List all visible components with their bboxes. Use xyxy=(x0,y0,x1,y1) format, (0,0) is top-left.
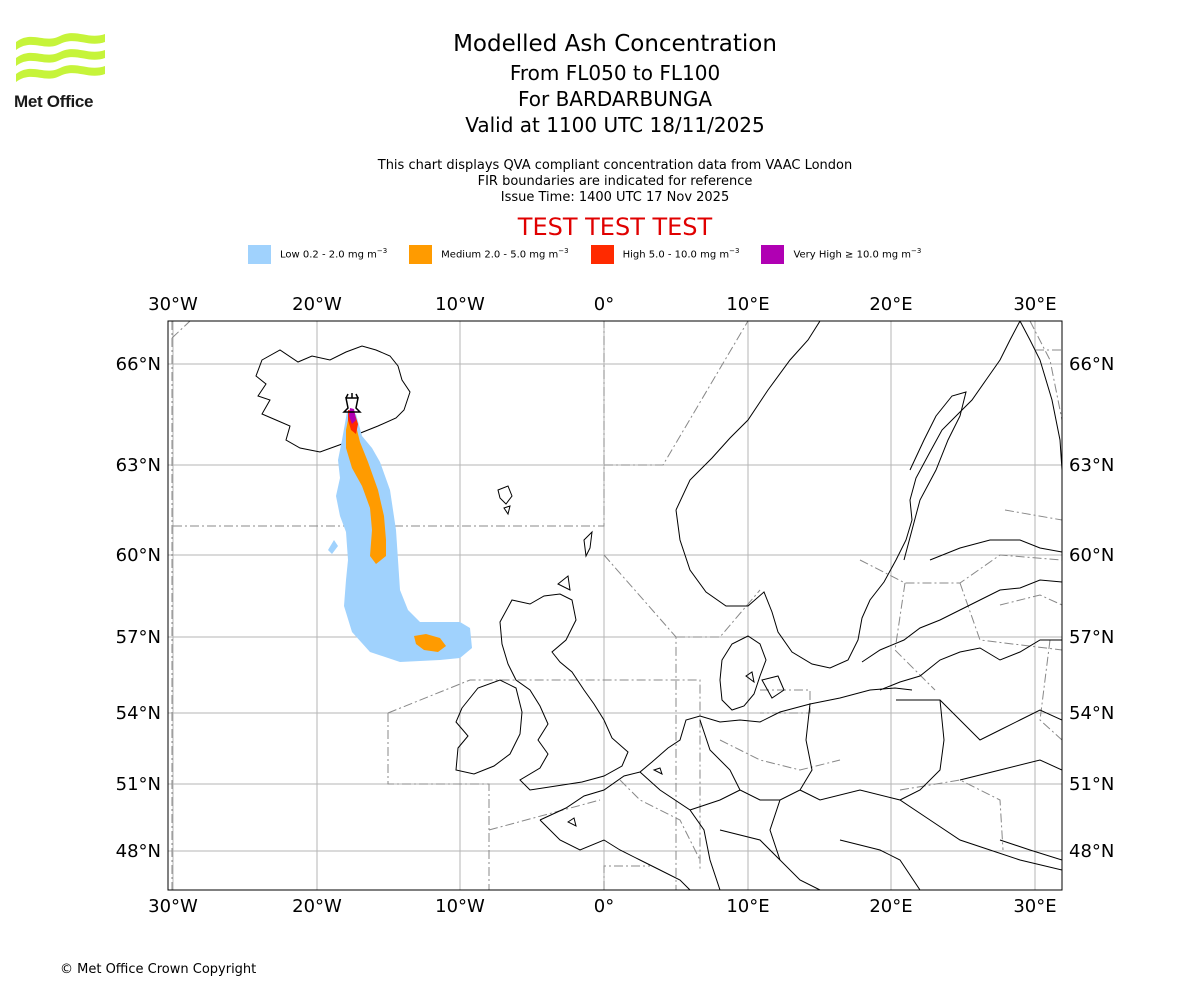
lon-label-top: 20°W xyxy=(292,294,342,315)
volcano-icon xyxy=(342,393,362,413)
lat-label-right: 48°N xyxy=(1069,841,1114,862)
graticule xyxy=(168,321,1062,890)
chart-title: Modelled Ash Concentration xyxy=(453,31,777,57)
legend-swatch-low xyxy=(248,244,271,264)
lon-label-top: 30°E xyxy=(1013,294,1056,315)
ash-medium-islet xyxy=(414,634,446,652)
lat-label-right: 54°N xyxy=(1069,703,1114,724)
issue-time: Issue Time: 1400 UTC 17 Nov 2025 xyxy=(500,190,730,205)
lat-label-left: 48°N xyxy=(116,841,161,862)
info-line-1: This chart displays QVA compliant concen… xyxy=(377,158,853,173)
ash-plume xyxy=(328,408,472,662)
lon-label-top: 30°W xyxy=(148,294,198,315)
test-banner: TEST TEST TEST xyxy=(517,213,713,241)
lon-axis-top: 30°W 20°W 10°W 0° 10°E 20°E 30°E xyxy=(148,294,1056,315)
lon-label-top: 10°W xyxy=(435,294,485,315)
lon-label-bottom: 20°W xyxy=(292,896,342,917)
legend: Low 0.2 - 2.0 mg m−3 Medium 2.0 - 5.0 mg… xyxy=(248,243,943,265)
lon-label-bottom: 10°W xyxy=(435,896,485,917)
lat-label-left: 57°N xyxy=(116,627,161,648)
copyright: © Met Office Crown Copyright xyxy=(60,962,257,977)
lat-axis-right: 66°N 63°N 60°N 57°N 54°N 51°N 48°N xyxy=(1069,354,1114,862)
legend-label-low: Low 0.2 - 2.0 mg m−3 xyxy=(280,247,388,261)
logo-text: Met Office xyxy=(14,92,94,111)
lat-label-left: 63°N xyxy=(116,455,161,476)
lon-label-top: 20°E xyxy=(869,294,912,315)
map-frame xyxy=(167,320,1063,891)
legend-item-very-high: Very High ≥ 10.0 mg m−3 xyxy=(761,244,922,264)
lon-label-bottom: 10°E xyxy=(726,896,769,917)
lon-label-top: 0° xyxy=(594,294,614,315)
lat-label-right: 63°N xyxy=(1069,455,1114,476)
valid-time: Valid at 1100 UTC 18/11/2025 xyxy=(465,113,765,137)
fir-boundaries xyxy=(171,321,1062,890)
legend-item-low: Low 0.2 - 2.0 mg m−3 xyxy=(248,244,388,264)
lon-label-bottom: 30°E xyxy=(1013,896,1056,917)
legend-label-medium: Medium 2.0 - 5.0 mg m−3 xyxy=(441,247,569,261)
lon-label-bottom: 30°W xyxy=(148,896,198,917)
legend-swatch-medium xyxy=(409,244,433,264)
legend-swatch-very-high xyxy=(761,244,785,264)
info-block: This chart displays QVA compliant concen… xyxy=(0,158,1200,206)
legend-item-high: High 5.0 - 10.0 mg m−3 xyxy=(590,244,740,264)
met-office-logo xyxy=(16,33,105,82)
lat-label-left: 54°N xyxy=(116,703,161,724)
ash-low-islet xyxy=(328,540,338,554)
lon-axis-bottom: 30°W 20°W 10°W 0° 10°E 20°E 30°E xyxy=(148,896,1056,917)
lon-label-bottom: 20°E xyxy=(869,896,912,917)
legend-label-high: High 5.0 - 10.0 mg m−3 xyxy=(622,247,740,261)
flight-level-range: From FL050 to FL100 xyxy=(509,61,721,85)
volcano-name: For BARDARBUNGA xyxy=(517,87,713,111)
lat-label-right: 60°N xyxy=(1069,545,1114,566)
lon-label-top: 10°E xyxy=(726,294,769,315)
lat-label-right: 51°N xyxy=(1069,774,1114,795)
lat-label-left: 51°N xyxy=(116,774,161,795)
ash-medium-region xyxy=(346,420,386,564)
lat-label-right: 57°N xyxy=(1069,627,1114,648)
title-block: Modelled Ash Concentration From FL050 to… xyxy=(0,28,1200,138)
lon-label-bottom: 0° xyxy=(594,896,614,917)
lat-axis-left: 66°N 63°N 60°N 57°N 54°N 51°N 48°N xyxy=(116,354,161,862)
legend-swatch-high xyxy=(590,244,614,264)
lat-label-right: 66°N xyxy=(1069,354,1114,375)
legend-label-very-high: Very High ≥ 10.0 mg m−3 xyxy=(793,247,922,261)
lat-label-left: 60°N xyxy=(116,545,161,566)
lat-label-left: 66°N xyxy=(116,354,161,375)
legend-item-medium: Medium 2.0 - 5.0 mg m−3 xyxy=(409,244,569,264)
info-line-2: FIR boundaries are indicated for referen… xyxy=(477,174,753,189)
coastlines xyxy=(255,321,1062,890)
